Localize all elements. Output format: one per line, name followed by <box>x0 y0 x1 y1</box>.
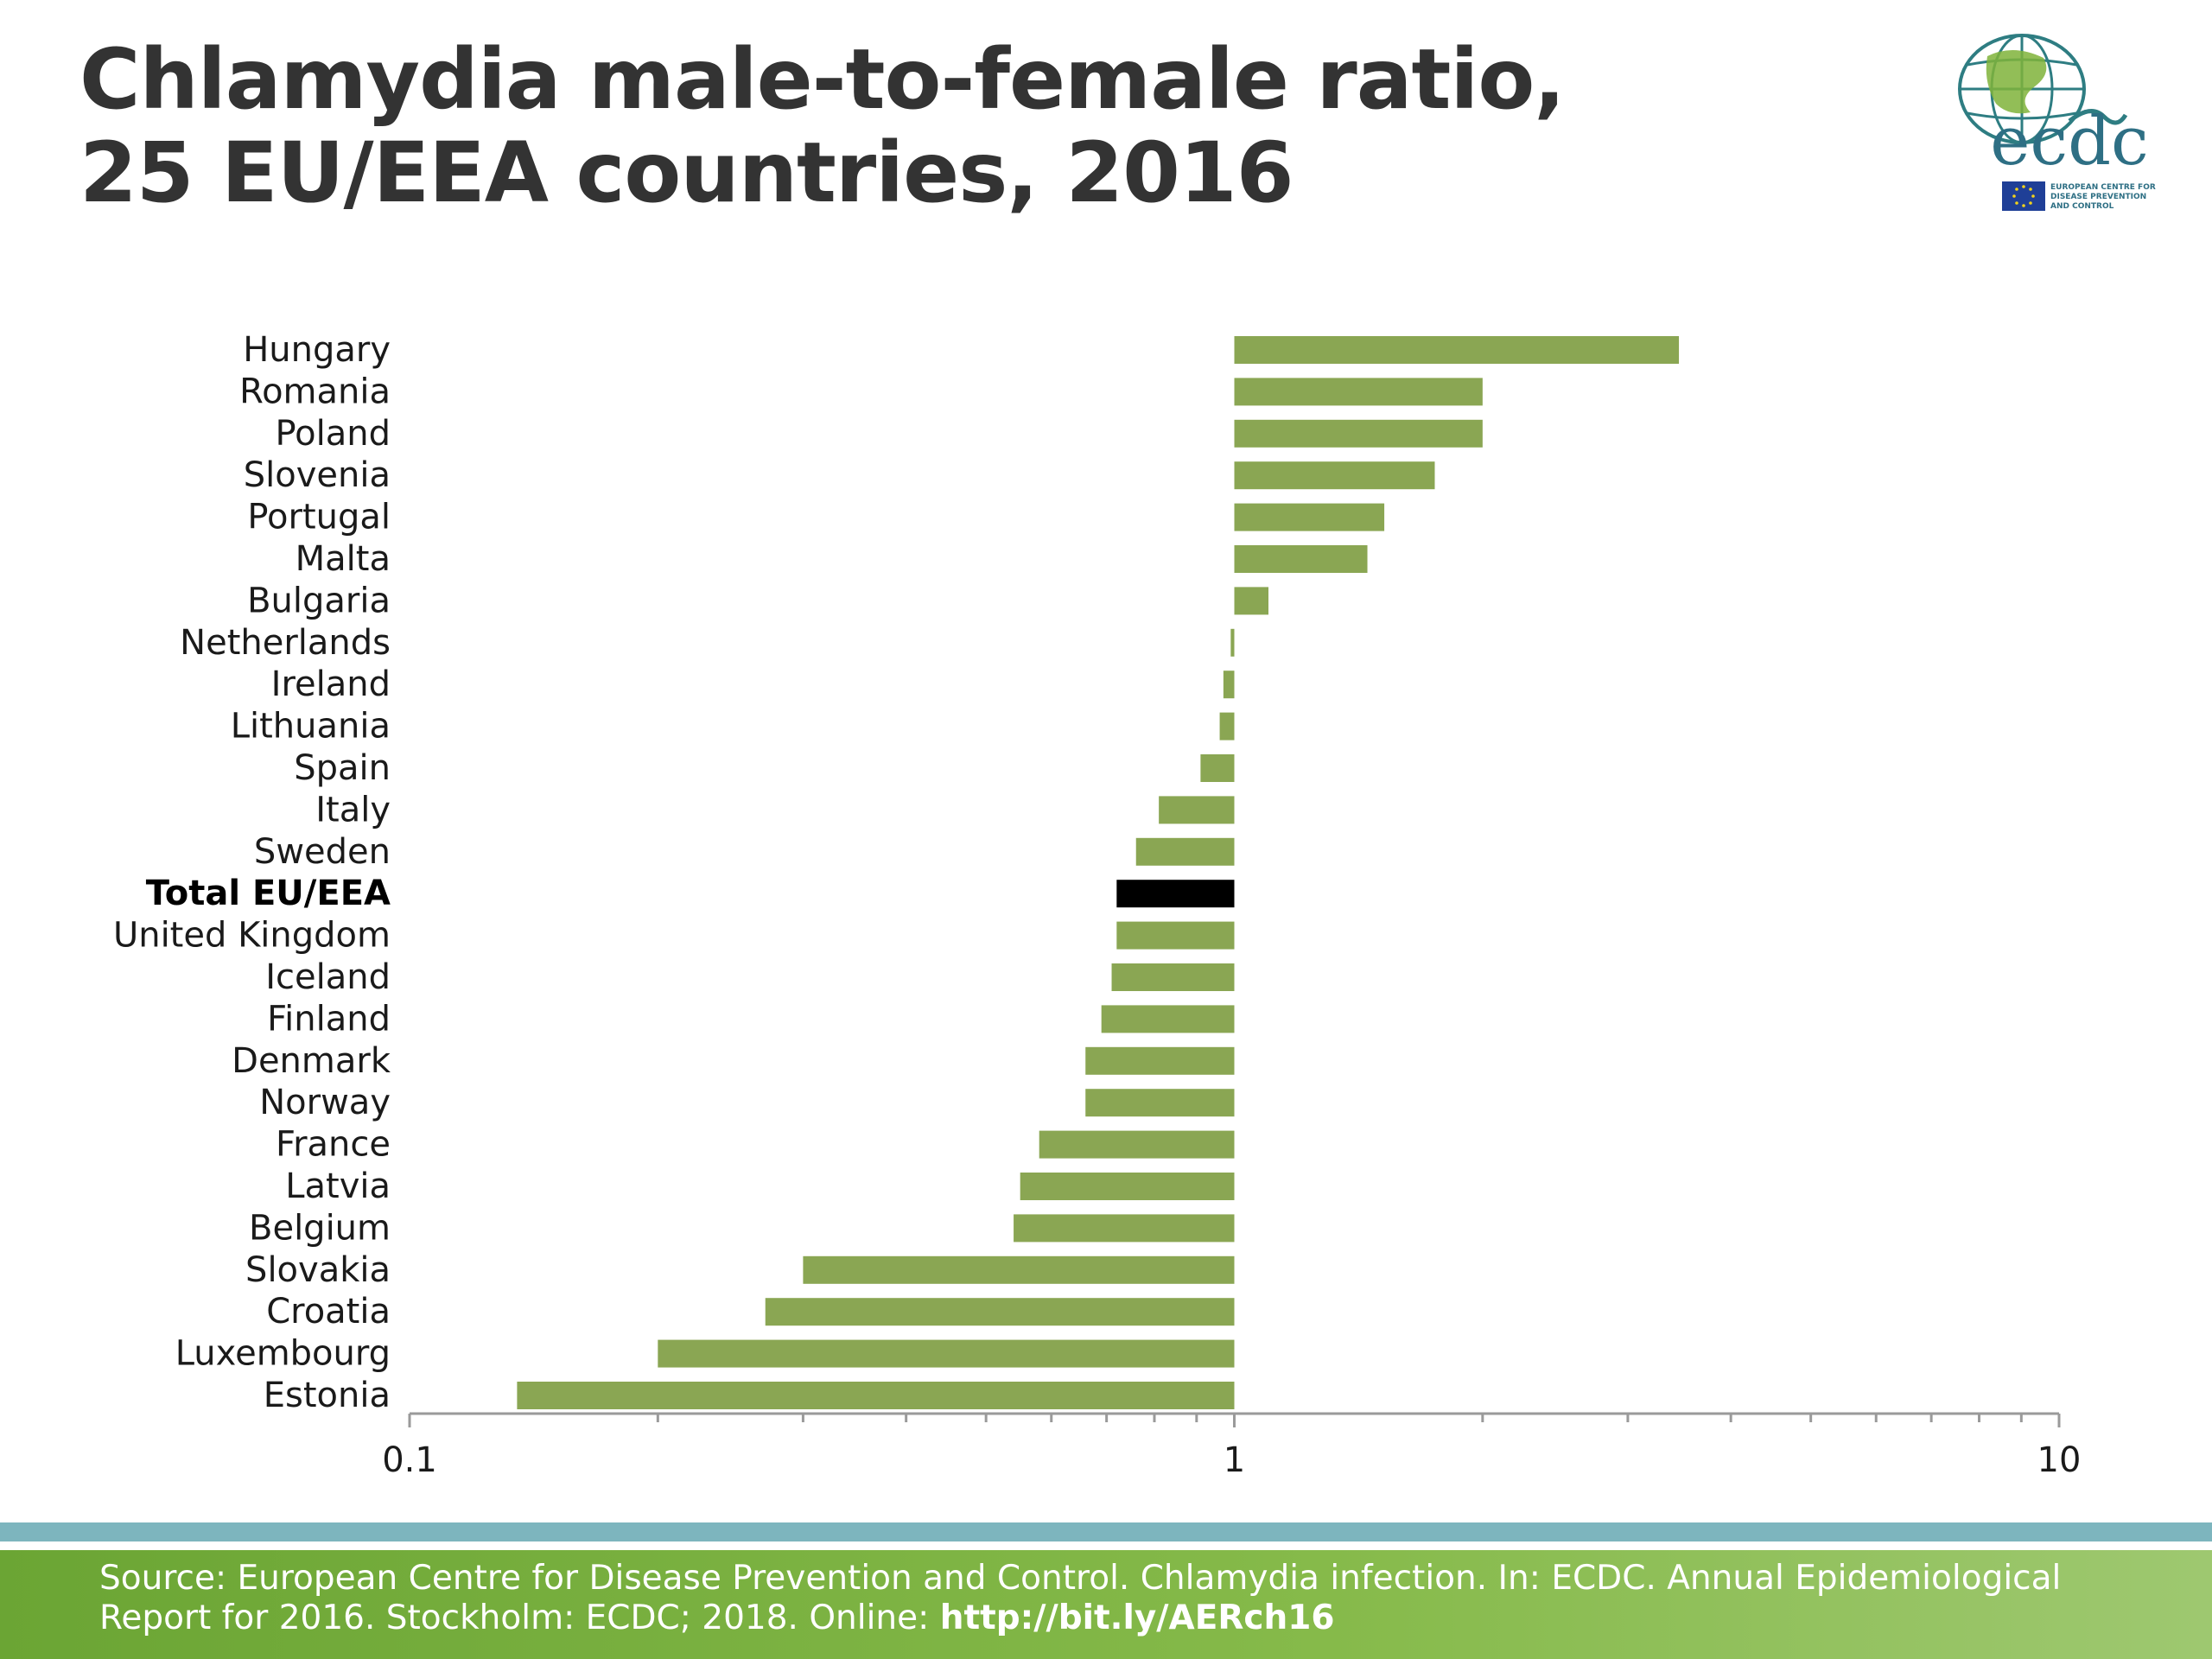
category-label: Romania <box>239 372 391 411</box>
bar-denmark <box>1085 1046 1235 1075</box>
category-label: Norway <box>259 1083 391 1122</box>
logo-subtitle-3: AND CONTROL <box>2050 202 2114 211</box>
bar-finland <box>1101 1005 1235 1033</box>
footer: Source: European Centre for Disease Prev… <box>0 1550 2212 1659</box>
bar-ireland <box>1223 671 1235 699</box>
x-tick-label: 0.1 <box>382 1440 437 1480</box>
logo-wordmark: ecdc <box>1990 103 2148 181</box>
chart-title: Chlamydia male-to-female ratio, 25 EU/EE… <box>79 31 1566 221</box>
category-label: Hungary <box>243 330 391 370</box>
category-label: Bulgaria <box>247 581 391 620</box>
bar-sweden <box>1135 837 1235 866</box>
bar-iceland <box>1111 963 1235 991</box>
category-label: Spain <box>294 748 391 788</box>
category-label: Malta <box>296 539 391 579</box>
category-label: Slovenia <box>244 455 391 495</box>
ecdc-logo: ecdc EUROPEAN CENTRE FOR DISEASE PREVENT… <box>1958 34 2156 211</box>
category-label: Latvia <box>285 1166 391 1206</box>
category-label: Netherlands <box>180 623 391 663</box>
logo-subtitle-2: DISEASE PREVENTION <box>2050 193 2146 201</box>
bar-hungary <box>1234 336 1680 364</box>
x-tick-label: 10 <box>2037 1440 2082 1480</box>
bar-lithuania <box>1219 712 1235 741</box>
chart-title-line2: 25 EU/EEA countries, 2016 <box>79 124 1294 221</box>
category-label: Poland <box>275 414 391 454</box>
category-label: Ireland <box>271 664 391 704</box>
category-label: Portugal <box>247 498 391 537</box>
category-label: Luxembourg <box>175 1334 391 1374</box>
bar-belgium <box>1014 1214 1235 1243</box>
bar-chart: HungaryRomaniaPolandSloveniaPortugalMalt… <box>113 330 2082 1480</box>
bar-norway <box>1085 1089 1235 1117</box>
globe-icon <box>1958 34 2128 144</box>
source-link[interactable]: http://bit.ly/AERch16 <box>939 1599 1335 1637</box>
category-label: Finland <box>267 999 391 1039</box>
category-label: Denmark <box>232 1041 391 1081</box>
category-label: Total EU/EEA <box>146 874 391 913</box>
bar-italy <box>1159 796 1235 824</box>
chart-title-line1: Chlamydia male-to-female ratio, <box>79 31 1566 128</box>
footer-divider <box>0 1541 2212 1550</box>
bar-slovakia <box>803 1255 1235 1284</box>
source-text: Source: European Centre for Disease Prev… <box>99 1559 2062 1637</box>
source-citation: Source: European Centre for Disease Prev… <box>99 1559 2173 1638</box>
category-label: Sweden <box>254 832 391 872</box>
category-label: Lithuania <box>231 707 391 747</box>
bar-poland <box>1234 419 1483 448</box>
category-label: Belgium <box>249 1208 391 1248</box>
bar-portugal <box>1234 503 1385 531</box>
bar-slovenia <box>1234 461 1435 490</box>
category-label: France <box>276 1125 391 1165</box>
footer-teal-band <box>0 1522 2212 1541</box>
bar-estonia <box>517 1382 1235 1409</box>
bar-malta <box>1234 545 1368 573</box>
bar-luxembourg <box>658 1339 1235 1368</box>
bar-netherlands <box>1230 628 1235 657</box>
bar-croatia <box>765 1298 1235 1326</box>
bar-united-kingdom <box>1116 921 1235 950</box>
category-label: Iceland <box>265 957 391 997</box>
bar-latvia <box>1020 1173 1235 1200</box>
bar-france <box>1039 1130 1235 1159</box>
logo-subtitle-1: EUROPEAN CENTRE FOR <box>2050 183 2156 192</box>
category-label: Estonia <box>264 1376 391 1415</box>
category-label: Slovakia <box>245 1250 391 1290</box>
x-tick-label: 1 <box>1224 1440 1245 1480</box>
bar-total-eu-eea <box>1116 880 1235 908</box>
category-label: United Kingdom <box>113 916 391 956</box>
category-label: Croatia <box>266 1292 391 1332</box>
category-label: Italy <box>315 790 391 830</box>
bar-romania <box>1234 378 1483 406</box>
bar-spain <box>1200 754 1235 782</box>
bar-bulgaria <box>1234 587 1269 615</box>
